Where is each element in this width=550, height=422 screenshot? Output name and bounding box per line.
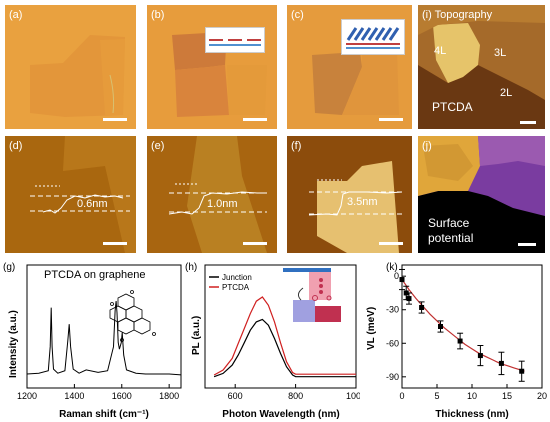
- y-tick-label: -90: [386, 372, 399, 382]
- optical-image-b: [172, 30, 267, 117]
- optical-image-c: [312, 45, 399, 115]
- x-tick-label: 1400: [64, 391, 84, 401]
- y-tick-label: 0: [394, 271, 399, 281]
- y-tick-label: -60: [386, 338, 399, 348]
- afm-image-e: [168, 136, 267, 253]
- x-tick-label: 20: [537, 391, 547, 401]
- legend: Junction PTCDA: [209, 273, 252, 292]
- x-axis-label: Thickness (nm): [435, 409, 508, 420]
- x-tick-label: 1600: [112, 391, 132, 401]
- y-axis-label: VL (meV): [366, 307, 377, 350]
- layer-label-2l: 2L: [500, 87, 513, 99]
- panel-label-g: (g): [3, 262, 15, 273]
- panel-label-d: (d): [9, 140, 23, 152]
- panel-label-i: (i) Topography: [422, 9, 493, 21]
- step-height-f: 3.5nm: [347, 196, 378, 208]
- step-height-e: 1.0nm: [207, 198, 238, 210]
- legend-ptcda: PTCDA: [222, 283, 250, 292]
- x-tick-label: 600: [228, 391, 243, 401]
- panel-label-j: (j): [422, 140, 432, 152]
- raman-spectrum-line: [26, 300, 182, 376]
- layer-label-4l: 4L: [434, 45, 447, 57]
- data-point: [438, 324, 443, 329]
- x-tick-label: 5: [434, 391, 439, 401]
- x-tick-label: 1000: [346, 391, 360, 401]
- y-axis-label: Intensity (a.u.): [8, 310, 19, 378]
- data-point: [406, 296, 412, 302]
- y-axis-label: PL (a.u.): [191, 316, 202, 355]
- x-tick-label: 1200: [17, 391, 37, 401]
- x-axis-label: Raman shift (cm⁻¹): [59, 409, 149, 420]
- schematic-inset-c: [341, 19, 405, 55]
- panel-j: (j) Surface potential: [418, 136, 545, 253]
- pl-chart: (h) Junction PTCDA 600 800 1000 Photon Wav…: [185, 262, 360, 420]
- scale-bar: [520, 121, 536, 124]
- panel-label-f: (f): [291, 140, 302, 152]
- panel-b: (b): [147, 5, 277, 129]
- data-point: [498, 360, 504, 366]
- panel-label-c: (c): [291, 9, 304, 21]
- afm-image-f: [308, 161, 403, 253]
- panel-i: (i) Topography 4L 3L 2L PTCDA: [418, 5, 545, 129]
- pl-junction-line: [213, 318, 356, 378]
- scale-bar: [103, 118, 127, 121]
- panel-label-b: (b): [151, 9, 165, 21]
- data-point: [457, 338, 463, 344]
- topography-image: [418, 5, 545, 100]
- panel-label-e: (e): [151, 140, 165, 152]
- raman-chart: (g) PTCDA on graphene 1200 1400 1600 1800 R…: [3, 262, 182, 420]
- panel-label-h: (h): [185, 262, 197, 273]
- data-point: [477, 353, 483, 359]
- data-point: [519, 368, 525, 374]
- layer-label-ptcda: PTCDA: [432, 100, 473, 114]
- x-axis-label: Photon Wavelength (nm): [222, 409, 339, 420]
- x-tick-label: 1800: [159, 391, 179, 401]
- plot-frame: [26, 264, 182, 389]
- x-tick-label: 800: [288, 391, 303, 401]
- panel-a: (a): [5, 5, 136, 129]
- panel-d: (d) 0.6nm: [5, 136, 136, 253]
- chart-title: PTCDA on graphene: [44, 269, 146, 281]
- fit-curve: [401, 279, 525, 372]
- junction-schematic-icon: [283, 268, 341, 322]
- scale-bar: [379, 118, 403, 121]
- panel-c: (c): [287, 5, 412, 129]
- schematic-inset-b: [205, 27, 265, 53]
- vl-thickness-chart: (k) 0 5 10 15 20 0 -30 -60 -90 Thickness (nm) V…: [366, 262, 547, 420]
- plot-frame: [204, 264, 357, 389]
- y-tick-label: -30: [386, 305, 399, 315]
- x-tick-label: 10: [467, 391, 477, 401]
- data-point: [399, 277, 405, 283]
- surface-potential-line1: Surface: [428, 216, 470, 230]
- surface-potential-line2: potential: [428, 231, 474, 245]
- scale-bar: [379, 242, 403, 245]
- panel-label-k: (k): [386, 262, 398, 273]
- panel-label-a: (a): [9, 9, 23, 21]
- data-point: [419, 304, 425, 310]
- panel-e: (e) 1.0nm: [147, 136, 277, 253]
- x-tick-label: 15: [502, 391, 512, 401]
- layer-label-3l: 3L: [494, 47, 507, 59]
- legend-junction: Junction: [222, 273, 252, 282]
- scale-bar: [518, 243, 536, 246]
- x-tick-label: 0: [399, 391, 404, 401]
- scale-bar: [243, 242, 267, 245]
- panel-f: (f) 3.5nm: [287, 136, 412, 253]
- step-height-d: 0.6nm: [77, 198, 108, 210]
- pl-ptcda-line: [213, 296, 356, 376]
- scale-bar: [103, 242, 127, 245]
- optical-image-a: [30, 35, 125, 117]
- scale-bar: [243, 118, 267, 121]
- surface-potential-image: [418, 136, 545, 216]
- afm-image-d: [5, 136, 136, 253]
